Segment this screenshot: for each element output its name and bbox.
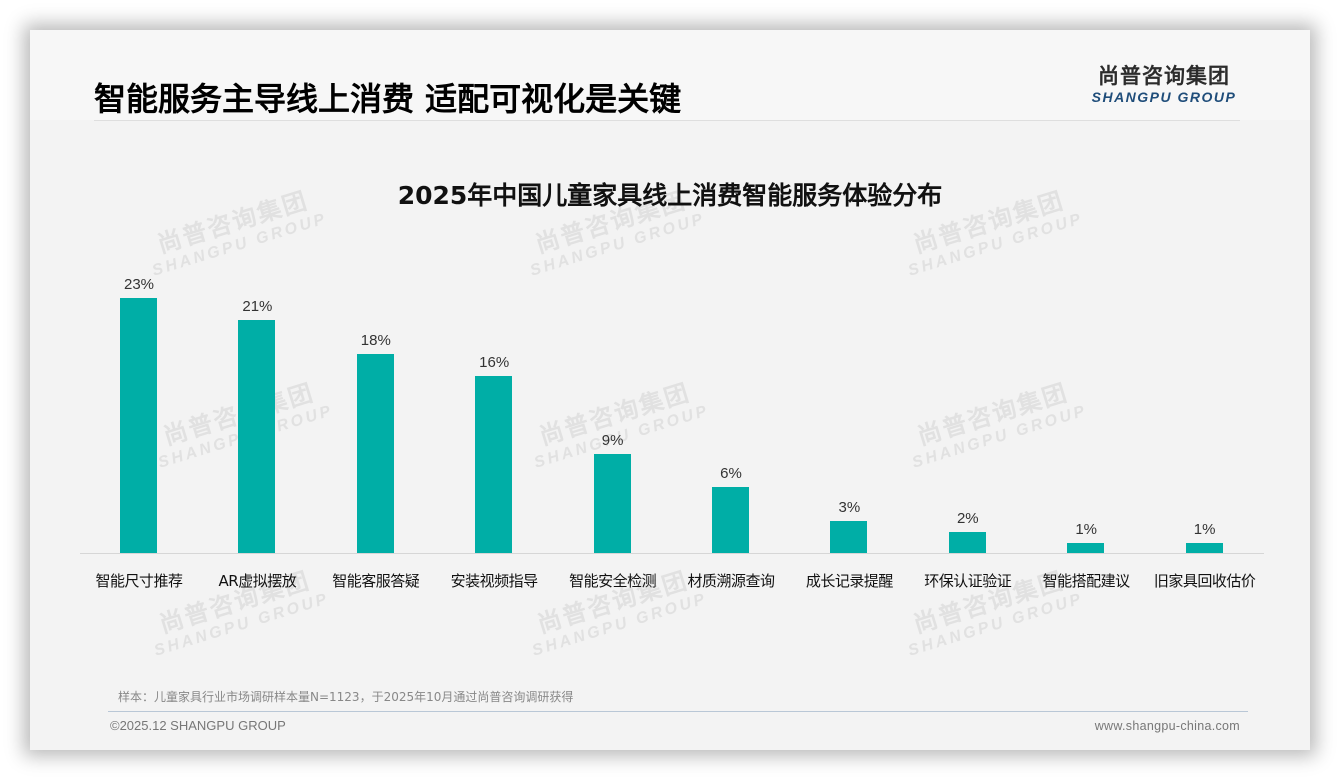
logo-english-text: SHANGPU GROUP: [1091, 89, 1237, 105]
bar: [830, 520, 868, 554]
bar: [1185, 542, 1223, 554]
bar: [712, 487, 749, 554]
slide: 智能服务主导线上消费 适配可视化是关键 尚普咨询集团 SHANGPU GROUP…: [30, 30, 1310, 750]
bar-group: 1%: [1146, 260, 1264, 554]
website-link[interactable]: www.shangpu-china.com: [1094, 719, 1240, 733]
company-logo: 尚普咨询集团 SHANGPU GROUP: [1088, 64, 1240, 106]
x-axis-line: [80, 553, 1264, 554]
x-axis-category-label: 旧家具回收估价: [1153, 572, 1256, 590]
x-axis-category-label: 环保认证验证: [924, 572, 1012, 590]
page-title: 智能服务主导线上消费 适配可视化是关键: [94, 80, 682, 118]
bar: [238, 320, 276, 554]
chart-title: 2025年中国儿童家具线上消费智能服务体验分布: [397, 181, 943, 210]
bar: [1067, 542, 1105, 554]
footer-divider: [108, 711, 1248, 712]
bar-group: 16%: [435, 260, 553, 554]
bar-value-label: 16%: [479, 353, 510, 371]
copyright-text: ©2025.12 SHANGPU GROUP: [110, 718, 286, 733]
x-axis-category-label: 安装视频指导: [450, 572, 539, 590]
bar-value-label: 6%: [720, 465, 742, 483]
bar: [948, 531, 986, 554]
bar: [593, 453, 631, 554]
x-axis-category-label: 成长记录提醒: [805, 572, 894, 590]
bar-group: 18%: [317, 260, 435, 554]
bar-value-label: 1%: [1075, 520, 1098, 538]
logo-chinese-text: 尚普咨询集团: [1098, 64, 1230, 88]
header-divider: [94, 120, 1240, 121]
bar-value-label: 23%: [123, 276, 155, 294]
bar-group: 21%: [198, 260, 316, 554]
bar-value-label: 9%: [601, 431, 624, 449]
x-axis-category-label: 材质溯源查询: [687, 572, 775, 590]
bar-group: 9%: [554, 260, 672, 554]
bar-chart-plot-area: 23% 21% 18% 16% 9% 6% 3% 2% 1% 1%: [80, 260, 1264, 554]
header-band: [30, 30, 1310, 120]
x-axis-category-label: 智能尺寸推荐: [95, 572, 183, 590]
bar-value-label: 2%: [956, 509, 979, 527]
bar-value-label: 3%: [838, 498, 861, 516]
bar-group: 1%: [1027, 260, 1145, 554]
bar-group: 3%: [790, 260, 908, 554]
x-axis-category-label: AR虚拟摆放: [218, 572, 297, 590]
bar: [120, 298, 157, 554]
bar-group: 2%: [909, 260, 1027, 554]
x-axis-category-label: 智能客服答疑: [332, 572, 420, 590]
bar-group: 23%: [80, 260, 198, 554]
source-note: 样本：儿童家具行业市场调研样本量N=1123，于2025年10月通过尚普咨询调研…: [118, 690, 574, 704]
bar-value-label: 18%: [360, 331, 391, 349]
bar: [356, 353, 394, 554]
x-axis-category-label: 智能安全检测: [569, 572, 657, 590]
bar-group: 6%: [672, 260, 790, 554]
bar: [475, 375, 513, 554]
bar-value-label: 1%: [1193, 520, 1216, 538]
bar-value-label: 21%: [242, 298, 273, 316]
x-axis-category-label: 智能搭配建议: [1042, 572, 1131, 590]
